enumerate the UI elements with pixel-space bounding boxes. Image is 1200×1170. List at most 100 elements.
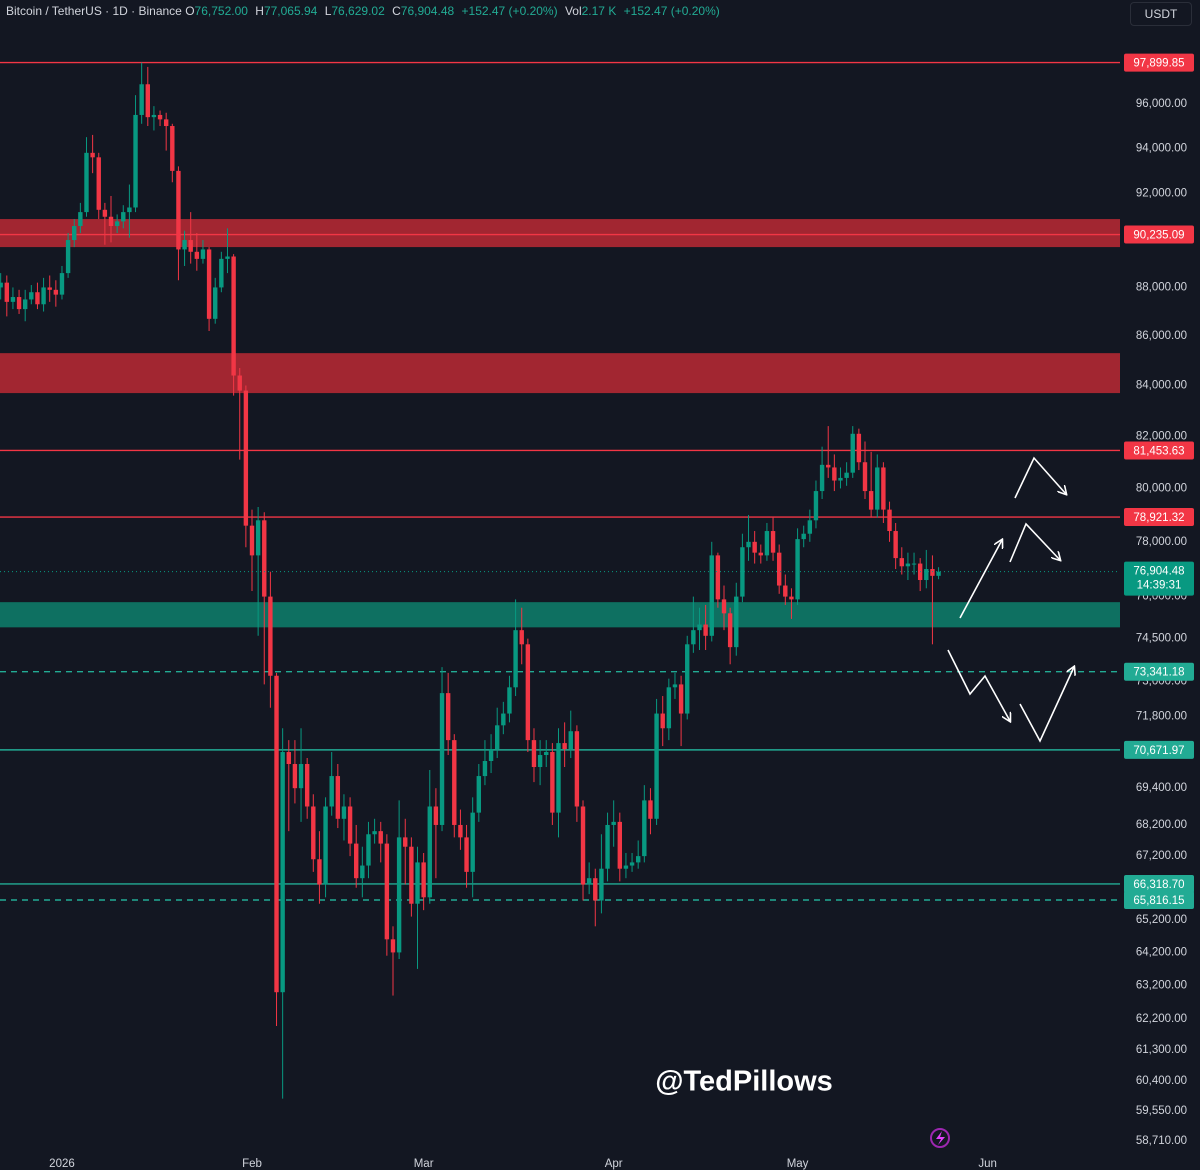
candle-body — [433, 806, 439, 825]
candle-body — [323, 806, 328, 885]
candle-body — [685, 644, 690, 714]
symbol: Bitcoin / TetherUS · 1D · Binance — [6, 4, 182, 18]
candle-body — [936, 571, 941, 576]
candle-body — [243, 390, 249, 526]
currency-button[interactable]: USDT — [1130, 2, 1192, 26]
level-label: 66,318.70 — [1133, 879, 1184, 891]
x-tick-label: Jun — [978, 1158, 997, 1170]
candle-body — [108, 216, 114, 227]
last-price-label: 76,904.48 — [1133, 566, 1184, 578]
x-tick-label: 2026 — [49, 1158, 75, 1170]
candle-body — [274, 675, 279, 993]
candle-body — [403, 837, 408, 847]
candle-body — [819, 464, 825, 492]
candle-body — [127, 207, 132, 213]
y-tick-label: 78,000.00 — [1136, 536, 1187, 548]
candle-body — [868, 491, 874, 510]
candle-body — [121, 212, 126, 222]
candle-body — [783, 585, 788, 597]
level-label: 81,453.63 — [1133, 445, 1184, 457]
symbol-header: Bitcoin / TetherUS · 1D · Binance O76,75… — [6, 4, 724, 18]
y-tick-label: 80,000.00 — [1136, 482, 1187, 494]
volume-label: Vol — [564, 4, 582, 18]
arrow-zigzag — [1014, 456, 1066, 499]
candle-body — [317, 859, 322, 885]
candle-body — [905, 563, 911, 567]
candle-body — [660, 713, 665, 729]
level-label: 90,235.09 — [1133, 230, 1184, 242]
logo-icon — [930, 1128, 950, 1148]
candle-body — [53, 289, 59, 295]
level-label-bg — [1124, 508, 1194, 527]
candle-body — [721, 599, 727, 614]
candle-body — [727, 613, 733, 648]
candle-body — [666, 687, 672, 729]
candle-body — [513, 630, 518, 688]
candle-body — [390, 939, 396, 953]
candle-body — [396, 837, 402, 953]
candle-body — [366, 834, 371, 866]
candle-body — [311, 806, 316, 860]
candle-body — [114, 221, 120, 227]
candle-body — [770, 531, 776, 553]
arrow-down — [947, 649, 1010, 721]
candle-body — [415, 862, 420, 904]
candle-body — [427, 806, 432, 898]
candle-body — [476, 776, 482, 813]
candle-body — [672, 684, 678, 688]
candle-body — [844, 472, 849, 478]
level-label: 97,899.85 — [1133, 58, 1184, 70]
y-tick-label: 59,550.00 — [1136, 1105, 1187, 1117]
x-tick-label: Mar — [414, 1158, 434, 1170]
x-tick-label: May — [787, 1158, 809, 1170]
candle-body — [642, 800, 647, 857]
y-tick-label: 64,200.00 — [1136, 946, 1187, 958]
candle-body — [72, 226, 77, 241]
level-label: 78,921.32 — [1133, 512, 1184, 524]
candle-body — [617, 821, 622, 869]
candle-body — [304, 764, 310, 807]
level-label-bg — [1124, 662, 1194, 681]
candle-body — [354, 843, 359, 879]
price-zone — [0, 219, 1120, 248]
candle-body — [133, 114, 138, 208]
level-label-bg — [1124, 890, 1194, 909]
price-zone — [0, 602, 1120, 628]
y-tick-label: 71,800.00 — [1136, 711, 1187, 723]
y-tick-label: 67,200.00 — [1136, 850, 1187, 862]
candle-body — [862, 462, 868, 492]
candle-body — [856, 433, 862, 463]
last-price-bg — [1124, 561, 1194, 596]
candle-body — [519, 630, 524, 645]
volume: 2.17 K — [581, 4, 617, 18]
candle-body — [881, 467, 886, 510]
candle-body — [623, 865, 629, 869]
candle-body — [525, 644, 531, 741]
candle-body — [611, 821, 616, 825]
candle-body — [41, 287, 46, 305]
candle-body — [930, 569, 935, 576]
x-tick-label: Apr — [605, 1158, 623, 1170]
candle-body — [96, 157, 101, 210]
candle-body — [90, 152, 95, 158]
candle-body — [470, 812, 475, 872]
candle-body — [29, 292, 34, 300]
candle-body — [568, 731, 573, 750]
candle-body — [0, 282, 3, 288]
candle-body — [286, 752, 291, 765]
candle-body — [341, 806, 347, 819]
candle-body — [648, 800, 653, 819]
candle-body — [715, 555, 721, 600]
candle-body — [268, 596, 273, 676]
candle-body — [182, 240, 187, 250]
candle-body — [35, 292, 40, 305]
level-label-bg — [1124, 874, 1194, 893]
candle-body — [838, 477, 843, 481]
candle-body — [556, 743, 561, 813]
candle-body — [752, 541, 757, 553]
candle-body — [292, 764, 298, 789]
candle-body — [832, 467, 837, 481]
candle-body — [335, 776, 341, 819]
y-tick-label: 65,200.00 — [1136, 914, 1187, 926]
